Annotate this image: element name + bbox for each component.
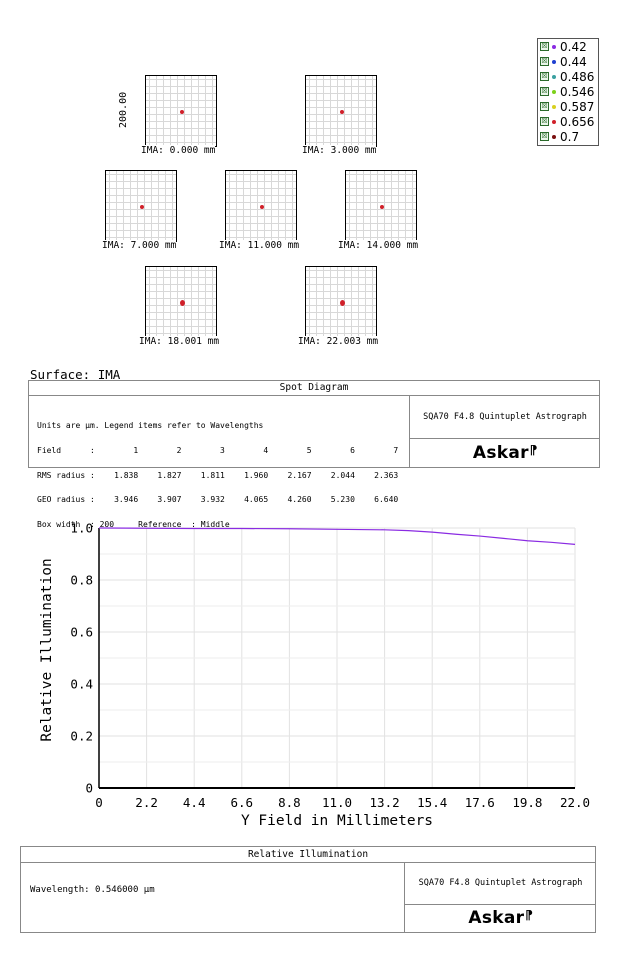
spot-box-field-6 — [145, 266, 217, 338]
legend-checkbox-icon[interactable]: ☒ — [540, 102, 549, 111]
spot-box-field-2 — [305, 75, 377, 147]
spot-marker — [340, 300, 345, 306]
y-tick-label: 0.2 — [70, 729, 93, 744]
spot-box-field-1 — [145, 75, 217, 147]
y-axis-title: Relative Illumination — [39, 558, 55, 741]
legend-item: ☒ 0.42 — [538, 39, 598, 54]
legend-label: 0.546 — [560, 84, 595, 99]
askar-logo: Askar — [472, 442, 529, 463]
y-tick-label: 0.4 — [70, 677, 93, 692]
legend-checkbox-icon[interactable]: ☒ — [540, 117, 549, 126]
legend-item: ☒ 0.656 — [538, 114, 598, 129]
surface-label: Surface: IMA — [30, 367, 121, 382]
system-name: SQA70 F4.8 Quintuplet Astrograph — [418, 878, 583, 888]
wavelength-legend: ☒ 0.42 ☒ 0.44 ☒ 0.486 ☒ 0.546 ☒ 0.587 ☒ 0.656 ☒ 0.7 — [537, 38, 599, 146]
spot-marker — [380, 205, 384, 209]
x-tick-label: 19.8 — [512, 795, 542, 810]
field-row: Field : 1 2 3 4 5 6 7 — [37, 446, 409, 456]
legend-item: ☒ 0.7 — [538, 129, 598, 144]
legend-label: 0.656 — [560, 114, 595, 129]
spot-box-field-4 — [225, 170, 297, 242]
x-tick-label: 6.6 — [231, 795, 254, 810]
spot-field-label: IMA: 14.000 mm — [338, 240, 419, 251]
spot-marker — [140, 205, 144, 209]
legend-checkbox-icon[interactable]: ☒ — [540, 57, 549, 66]
legend-checkbox-icon[interactable]: ☒ — [540, 87, 549, 96]
x-tick-label: 13.2 — [370, 795, 400, 810]
x-tick-label: 22.0 — [560, 795, 590, 810]
box-width-row: Box width : 200 Reference : Middle — [37, 519, 230, 529]
spot-brand-cell: Askar ⁋ — [409, 438, 600, 467]
spot-marker — [340, 110, 344, 114]
x-tick-label: 8.8 — [278, 795, 301, 810]
x-tick-label: 4.4 — [183, 795, 206, 810]
stats-values: RMS radius : 1.838 1.827 1.811 1.960 2.1… — [37, 470, 399, 480]
y-tick-label: 0.8 — [70, 573, 93, 588]
legend-color-dot — [552, 119, 556, 124]
spot-field-label: IMA: 11.000 mm — [219, 240, 300, 251]
ri-brand-cell: Askar ⁋ — [404, 904, 596, 932]
spot-scale-label: 200.00 — [118, 91, 129, 128]
spot-box-field-7 — [305, 266, 377, 338]
spot-panel-title: Spot Diagram — [29, 381, 599, 396]
relative-illumination-chart: 0 2.2 4.4 6.6 8.8 11.0 13.2 15.4 17.6 19.8 22.0 0 0.… — [39, 521, 590, 830]
ri-wavelength: Wavelength: 0.546000 µm — [30, 885, 155, 895]
stats-values: Field : 1 2 3 4 5 6 7 — [37, 446, 399, 456]
y-tick-label: 0.6 — [70, 625, 93, 640]
x-tick-label: 15.4 — [417, 795, 447, 810]
y-tick-label: 0 — [85, 781, 93, 796]
spot-info-panel: Spot Diagram Units are µm. Legend items … — [28, 380, 600, 529]
legend-color-dot — [552, 44, 556, 49]
legend-item: ☒ 0.546 — [538, 84, 598, 99]
legend-color-dot — [552, 104, 556, 109]
y-tick-label: 1.0 — [70, 521, 93, 536]
system-name: SQA70 F4.8 Quintuplet Astrograph — [423, 411, 587, 422]
legend-color-dot — [552, 134, 556, 139]
spot-marker — [260, 205, 264, 209]
spot-field-label: IMA: 3.000 mm — [302, 145, 377, 156]
rms-row: RMS radius : 1.838 1.827 1.811 1.960 2.1… — [37, 470, 409, 480]
spot-field-label: IMA: 18.001 mm — [139, 336, 220, 347]
legend-checkbox-icon[interactable]: ☒ — [540, 132, 549, 141]
spot-field-label: IMA: 22.003 mm — [298, 336, 379, 347]
ri-panel-title: Relative Illumination — [21, 847, 595, 863]
legend-item: ☒ 0.44 — [538, 54, 598, 69]
legend-label: 0.42 — [560, 39, 587, 54]
spot-field-label: IMA: 0.000 mm — [141, 145, 216, 156]
x-tick-label: 17.6 — [465, 795, 495, 810]
x-tick-label: 2.2 — [135, 795, 158, 810]
spot-field-label: IMA: 7.000 mm — [102, 240, 177, 251]
legend-color-dot — [552, 59, 556, 64]
logo-mark-icon: ⁋ — [529, 442, 538, 457]
legend-label: 0.486 — [560, 69, 595, 84]
ri-system-cell: SQA70 F4.8 Quintuplet Astrograph — [404, 862, 596, 905]
legend-color-dot — [552, 74, 556, 79]
geo-row: GEO radius : 3.946 3.907 3.932 4.065 4.2… — [37, 496, 409, 504]
ri-info-panel: Relative Illumination Wavelength: 0.5460… — [20, 846, 596, 933]
x-axis-title: Y Field in Millimeters — [241, 813, 433, 829]
stats-values: GEO radius : 3.946 3.907 3.932 4.065 4.2… — [37, 495, 399, 505]
legend-checkbox-icon[interactable]: ☒ — [540, 72, 549, 81]
legend-item: ☒ 0.486 — [538, 69, 598, 84]
x-tick-label: 0 — [95, 795, 103, 810]
x-tick-label: 11.0 — [322, 795, 352, 810]
legend-label: 0.7 — [560, 129, 580, 144]
units-note: Units are µm. Legend items refer to Wave… — [37, 421, 264, 431]
legend-label: 0.587 — [560, 99, 595, 114]
spot-box-field-3 — [105, 170, 177, 242]
legend-item: ☒ 0.587 — [538, 99, 598, 114]
askar-logo: Askar — [468, 908, 525, 928]
legend-label: 0.44 — [560, 54, 587, 69]
spot-marker — [180, 300, 185, 306]
logo-mark-icon: ⁋ — [525, 908, 533, 922]
spot-stats: Units are µm. Legend items refer to Wave… — [37, 406, 409, 545]
spot-box-field-5 — [345, 170, 417, 242]
legend-checkbox-icon[interactable]: ☒ — [540, 42, 549, 51]
spot-system-cell: SQA70 F4.8 Quintuplet Astrograph — [409, 395, 600, 439]
spot-marker — [180, 110, 184, 114]
legend-color-dot — [552, 89, 556, 94]
